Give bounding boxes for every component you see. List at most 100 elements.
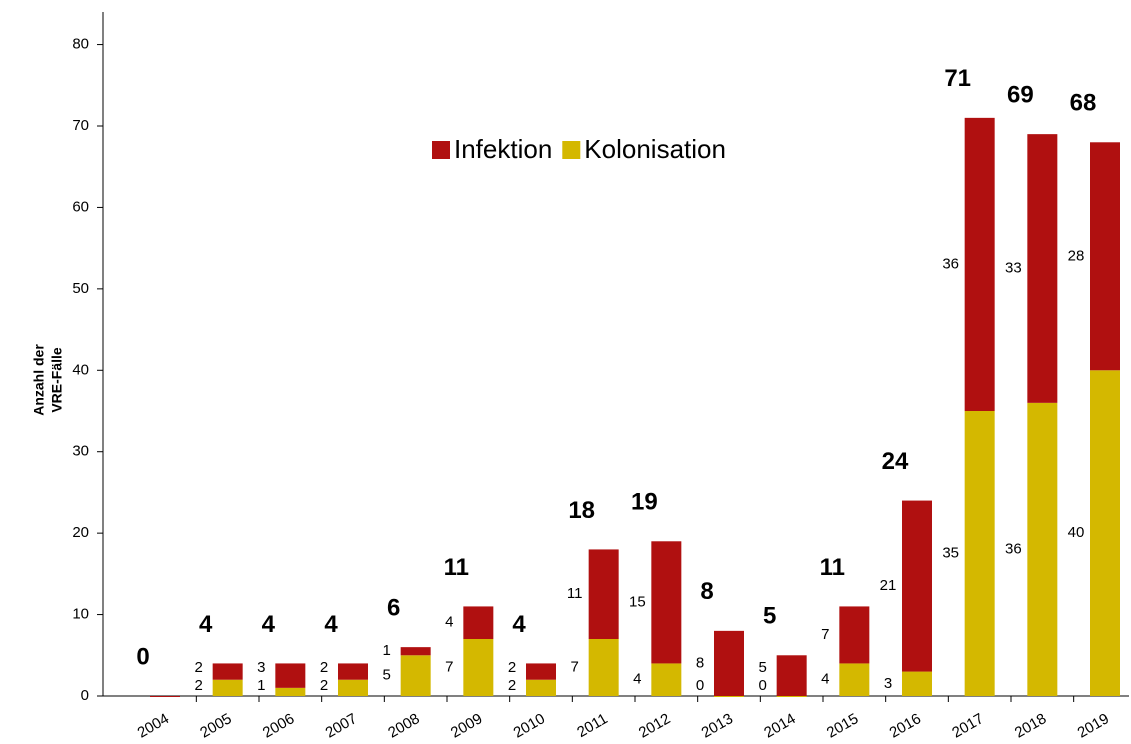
bar-segment — [902, 500, 932, 672]
value-label: 2 — [320, 677, 328, 694]
bar-segment — [526, 663, 556, 680]
total-label: 5 — [763, 603, 776, 630]
bar-segment — [588, 639, 619, 696]
y-tick-label: 60 — [72, 198, 89, 215]
value-label: 2 — [508, 659, 516, 676]
value-label: 36 — [1005, 540, 1022, 557]
total-label: 19 — [631, 489, 658, 516]
bar-segment — [714, 630, 744, 696]
y-tick-label: 80 — [72, 36, 89, 53]
value-label: 15 — [629, 593, 646, 610]
total-label: 4 — [199, 611, 213, 638]
x-tick-label: 2019 — [1075, 710, 1112, 741]
value-label: 36 — [942, 255, 959, 272]
y-tick-label: 50 — [72, 280, 89, 297]
total-label: 68 — [1070, 90, 1097, 117]
value-label: 2 — [194, 677, 202, 694]
value-label: 35 — [942, 544, 959, 561]
bar-segment — [839, 663, 870, 696]
total-label: 4 — [324, 611, 338, 638]
legend-swatch — [562, 141, 581, 159]
x-tick-label: 2018 — [1012, 710, 1049, 741]
x-tick-label: 2016 — [887, 710, 924, 741]
legend-swatch — [432, 141, 450, 159]
x-tick-label: 2005 — [197, 710, 234, 741]
value-label: 11 — [567, 585, 583, 602]
x-tick-label: 2014 — [761, 710, 798, 741]
value-label: 21 — [880, 577, 897, 594]
x-tick-label: 2011 — [574, 710, 610, 741]
total-label: 6 — [387, 594, 400, 621]
bar-segment — [275, 663, 306, 688]
bar-segment — [1027, 402, 1058, 696]
value-label: 0 — [696, 677, 704, 694]
total-label: 24 — [882, 448, 909, 475]
y-tick-label: 20 — [72, 524, 89, 541]
bar-segment — [463, 606, 494, 639]
value-label: 3 — [257, 659, 265, 676]
value-label: 2 — [508, 677, 516, 694]
bar-segment — [1090, 370, 1120, 696]
x-tick-label: 2010 — [511, 710, 548, 741]
x-tick-label: 2017 — [949, 710, 986, 741]
bar-segment — [338, 679, 368, 696]
value-label: 2 — [320, 659, 328, 676]
y-tick-label: 70 — [72, 117, 89, 134]
total-label: 71 — [944, 65, 971, 92]
total-label: 69 — [1007, 81, 1034, 108]
value-label: 2 — [194, 659, 202, 676]
bar-segment — [964, 117, 995, 411]
value-label: 5 — [382, 667, 390, 684]
x-tick-label: 2009 — [448, 710, 485, 741]
value-label: 7 — [821, 626, 829, 643]
bar-segment — [526, 679, 556, 696]
bar-segment — [212, 663, 243, 680]
value-label: 0 — [758, 677, 766, 694]
bar-segment — [651, 663, 682, 696]
total-label: 8 — [700, 578, 713, 605]
value-label: 8 — [696, 654, 704, 671]
total-label: 18 — [568, 497, 595, 524]
value-label: 4 — [445, 614, 453, 631]
bar-segment — [275, 687, 306, 696]
bar-segment — [400, 647, 431, 656]
y-axis-label: Anzahl der — [31, 344, 47, 416]
legend-label: Kolonisation — [584, 134, 726, 164]
value-label: 7 — [570, 658, 578, 675]
value-label: 40 — [1068, 524, 1085, 541]
value-label: 4 — [821, 671, 829, 688]
total-label: 0 — [136, 643, 149, 670]
bar-segment — [150, 696, 180, 697]
value-label: 5 — [758, 659, 766, 676]
bar-segment — [1090, 142, 1120, 371]
value-label: 1 — [257, 677, 265, 694]
bar-segment — [400, 655, 431, 696]
bar-segment — [964, 411, 995, 696]
y-tick-label: 30 — [72, 443, 89, 460]
total-label: 4 — [262, 611, 276, 638]
value-label: 4 — [633, 671, 641, 688]
bar-segment — [714, 696, 744, 697]
y-tick-label: 40 — [72, 361, 89, 378]
bar-segment — [776, 655, 807, 696]
x-tick-label: 2004 — [135, 710, 172, 741]
total-label: 4 — [512, 611, 526, 638]
bar-segment — [1027, 134, 1058, 403]
x-tick-label: 2013 — [699, 710, 736, 741]
x-tick-label: 2015 — [824, 710, 861, 741]
value-label: 33 — [1005, 259, 1022, 276]
x-tick-label: 2006 — [260, 710, 297, 741]
y-tick-label: 10 — [72, 606, 89, 623]
bar-segment — [776, 696, 807, 697]
x-tick-label: 2012 — [636, 710, 673, 741]
bar-segment — [902, 671, 932, 696]
total-label: 11 — [444, 554, 469, 581]
value-label: 7 — [445, 658, 453, 675]
x-tick-label: 2008 — [385, 710, 422, 741]
y-tick-label: 0 — [81, 687, 89, 704]
y-axis-label: VRE-Fälle — [49, 347, 65, 413]
bar-segment — [588, 549, 619, 639]
bar-segment — [839, 606, 870, 664]
legend-label: Infektion — [454, 134, 552, 164]
